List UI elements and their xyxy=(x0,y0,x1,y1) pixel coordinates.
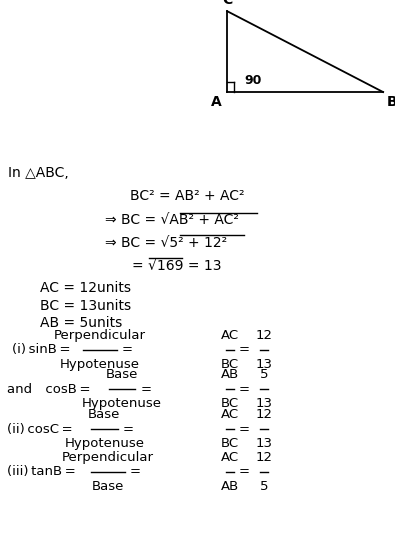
Text: C: C xyxy=(222,0,232,7)
Text: AC = 12units: AC = 12units xyxy=(40,281,130,296)
Text: 12: 12 xyxy=(256,329,273,342)
Text: BC² = AB² + AC²: BC² = AB² + AC² xyxy=(130,189,245,204)
Text: 12: 12 xyxy=(256,408,273,421)
Text: B: B xyxy=(386,95,395,109)
Text: =: = xyxy=(129,465,140,478)
Text: BC: BC xyxy=(221,437,239,450)
Text: Perpendicular: Perpendicular xyxy=(54,329,146,342)
Text: 13: 13 xyxy=(256,397,273,411)
Text: AC: AC xyxy=(221,329,239,342)
Text: Perpendicular: Perpendicular xyxy=(62,450,154,464)
Text: In △ABC,: In △ABC, xyxy=(8,166,69,180)
Text: AB = 5units: AB = 5units xyxy=(40,316,122,330)
Text: AC: AC xyxy=(221,450,239,464)
Text: (ii) cosC =: (ii) cosC = xyxy=(7,422,73,436)
Text: and cosB =: and cosB = xyxy=(7,383,90,396)
Text: A: A xyxy=(211,95,222,109)
Text: Hypotenuse: Hypotenuse xyxy=(60,358,140,371)
Text: BC: BC xyxy=(221,358,239,371)
Text: BC: BC xyxy=(221,397,239,411)
Text: 13: 13 xyxy=(256,358,273,371)
Text: 90: 90 xyxy=(244,74,261,88)
Text: Base: Base xyxy=(106,368,138,382)
Text: =: = xyxy=(140,383,151,396)
Text: Base: Base xyxy=(88,408,120,421)
Text: AC: AC xyxy=(221,408,239,421)
Text: = √169 = 13: = √169 = 13 xyxy=(132,258,222,273)
Text: =: = xyxy=(239,343,250,357)
Text: AB: AB xyxy=(221,368,239,382)
Text: 5: 5 xyxy=(260,368,268,382)
Text: 13: 13 xyxy=(256,437,273,450)
Text: =: = xyxy=(239,383,250,396)
Text: Hypotenuse: Hypotenuse xyxy=(82,397,162,411)
Text: =: = xyxy=(239,422,250,436)
Text: (i) sinB =: (i) sinB = xyxy=(12,343,70,357)
Text: AB: AB xyxy=(221,479,239,493)
Text: =: = xyxy=(122,422,134,436)
Text: =: = xyxy=(121,343,132,357)
Text: Base: Base xyxy=(92,479,124,493)
Text: =: = xyxy=(239,465,250,478)
Text: 5: 5 xyxy=(260,479,268,493)
Text: ⇒ BC = √5² + 12²: ⇒ BC = √5² + 12² xyxy=(105,235,227,250)
Text: ⇒ BC = √AB² + AC²: ⇒ BC = √AB² + AC² xyxy=(105,213,239,227)
Text: BC = 13units: BC = 13units xyxy=(40,299,131,313)
Text: Hypotenuse: Hypotenuse xyxy=(64,437,144,450)
Text: 12: 12 xyxy=(256,450,273,464)
Text: (iii) tanB =: (iii) tanB = xyxy=(7,465,76,478)
